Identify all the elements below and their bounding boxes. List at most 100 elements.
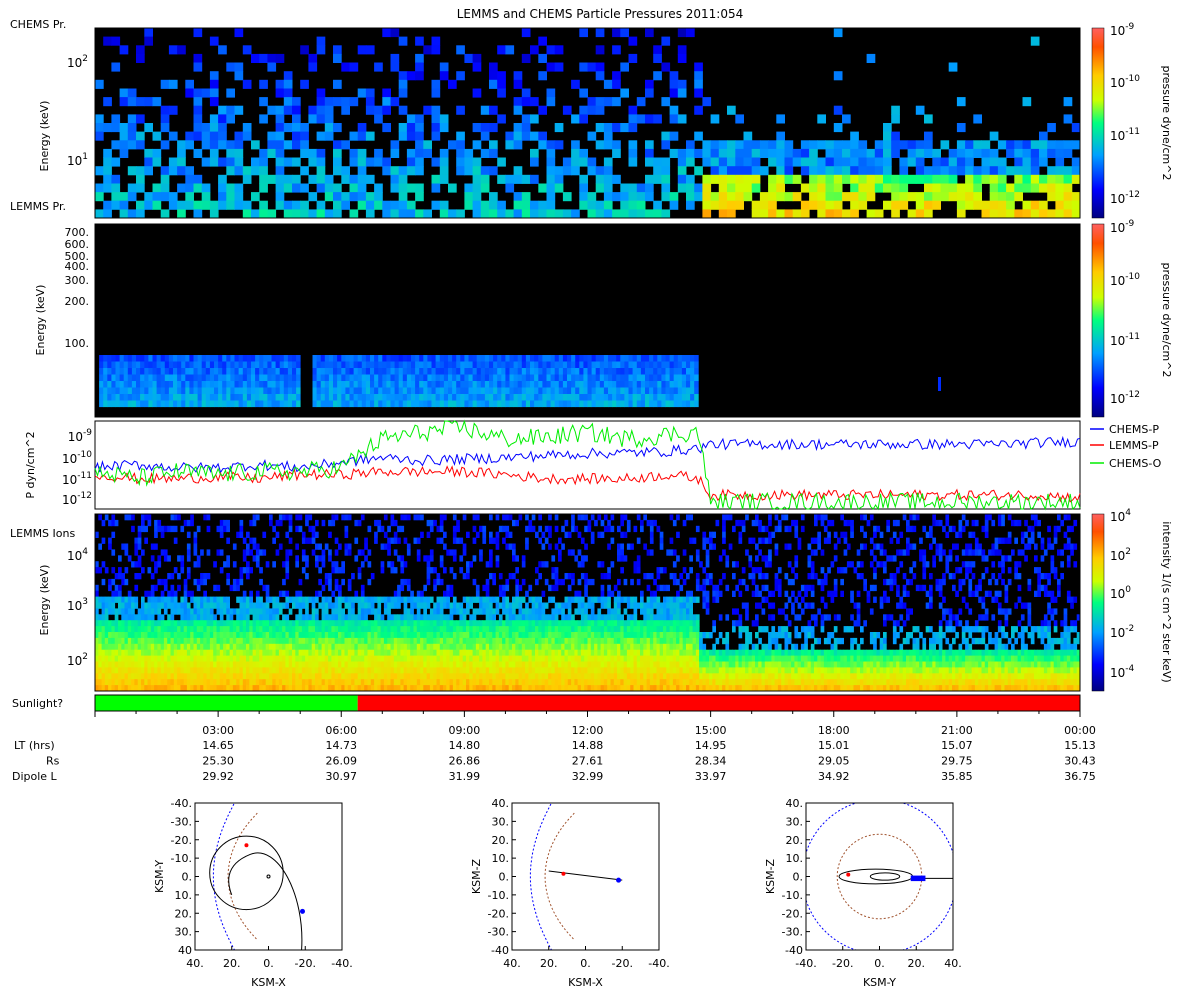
chems-pr-cell — [398, 36, 408, 46]
lemms-ions-cell — [341, 608, 345, 615]
chems-pr-cell — [349, 174, 359, 184]
chems-pr-cell — [415, 71, 424, 81]
lemms-ions-cell — [200, 643, 204, 651]
lemms-ions-cell — [439, 649, 444, 656]
lemms-pr-cell — [439, 381, 445, 388]
lemms-ions-cell — [485, 590, 490, 597]
lemms-ions-cell — [505, 632, 510, 639]
lemms-ions-cell — [262, 614, 267, 621]
lemms-ions-cell — [311, 632, 316, 639]
chems-pr-cell — [554, 183, 564, 193]
chems-pr-cell — [981, 174, 991, 184]
lemms-pr-cell — [349, 394, 354, 401]
lemms-pr-cell — [587, 361, 592, 369]
lemms-ions-cell — [482, 685, 487, 692]
lemms-ions-cell — [177, 608, 181, 615]
chems-pr-cell — [677, 79, 687, 89]
lemms-ions-cell — [535, 637, 539, 645]
chems-pr-cell — [989, 200, 999, 210]
lemms-ions-cell — [141, 626, 145, 633]
lemms-pr-cell — [382, 381, 387, 388]
lemms-pr-cell — [632, 400, 638, 408]
lemms-pr-cell — [435, 381, 441, 388]
lemms-ions-cell — [232, 561, 237, 568]
lemms-ions-cell — [275, 661, 280, 668]
lemms-pr-cell — [579, 381, 584, 388]
lemms-ions-cell — [101, 655, 106, 662]
lemms-pr-cell — [353, 387, 359, 395]
chems-pr-cell — [1022, 97, 1032, 107]
lemms-ions-cell — [538, 596, 542, 603]
lemms-ions-cell — [301, 685, 306, 692]
lemms-pr-cell — [661, 361, 666, 369]
lemms-pr-cell — [694, 381, 699, 388]
lemms-ions-cell — [134, 643, 139, 651]
lemms-pr-cell — [673, 394, 679, 401]
lemms-ions-cell — [397, 649, 401, 656]
chems-pr-cell — [431, 157, 441, 167]
lemms-ions-cell — [374, 667, 378, 674]
lemms-ions-cell — [400, 525, 405, 533]
lemms-pr-cell — [681, 355, 687, 362]
lemms-ions-cell — [219, 620, 224, 627]
chems-pr-cell — [1022, 166, 1032, 176]
lemms-ions-cell — [393, 661, 398, 668]
lemms-ions-cell — [548, 514, 552, 521]
series-line-lemms-p — [94, 465, 1081, 503]
lemms-ions-cell — [344, 596, 349, 603]
lemms-ions-cell — [518, 584, 523, 592]
chems-pr-cell — [218, 192, 227, 202]
chems-pr-cell — [628, 105, 638, 115]
chems-pr-cell — [661, 166, 671, 176]
lemms-ions-cell — [492, 685, 496, 692]
lemms-ions-cell — [269, 632, 273, 639]
chems-pr-cell — [406, 200, 416, 210]
chems-pr-cell — [480, 105, 490, 115]
chems-pr-cell — [316, 148, 326, 158]
lemms-ions-cell — [223, 673, 227, 680]
lemms-ions-cell — [538, 637, 542, 645]
chems-pr-cell — [160, 105, 170, 115]
chems-pr-cell — [480, 131, 490, 141]
lemms-pr-cell — [349, 355, 354, 362]
lemms-ions-cell — [239, 626, 244, 633]
lemms-ions-cell — [301, 620, 306, 627]
lemms-ions-cell — [521, 679, 526, 686]
lemms-ions-cell — [512, 632, 516, 639]
chems-pr-cell — [251, 192, 260, 202]
lemms-ions-cell — [410, 596, 414, 603]
lemms-ions-cell — [485, 667, 490, 674]
lemms-ions-cell — [489, 549, 493, 556]
chems-pr-cell — [1022, 148, 1032, 158]
lemms-ions-cell — [154, 661, 158, 668]
lemms-ions-cell — [397, 679, 401, 686]
lemms-pr-cell — [657, 368, 662, 375]
chems-pr-cell — [398, 123, 408, 133]
lemms-ions-cell — [308, 632, 313, 639]
chems-pr-cell — [341, 62, 350, 72]
lemms-pr-cell — [152, 394, 157, 401]
chems-pr-cell — [907, 209, 917, 219]
lemms-ions-cell — [160, 620, 165, 627]
chems-pr-cell — [177, 157, 186, 167]
chems-pr-cell — [686, 192, 695, 202]
lemms-pr-cell — [673, 368, 679, 375]
lemms-pr-cell — [415, 374, 420, 382]
lemms-ions-cell — [502, 637, 506, 645]
lemms-ions-cell — [200, 608, 204, 615]
lemms-ions-cell — [255, 608, 260, 615]
lemms-pr-cell — [333, 400, 338, 408]
chems-pr-cell — [201, 200, 211, 210]
lemms-ions-cell — [318, 685, 322, 692]
lemms-ions-cell — [403, 685, 408, 692]
chems-pr-cell — [439, 166, 449, 176]
lemms-ions-cell — [479, 685, 483, 692]
lemms-ions-cell — [485, 643, 490, 651]
lemms-ions-cell — [190, 608, 194, 615]
chems-pr-cell — [718, 192, 728, 202]
chems-pr-cell — [825, 192, 835, 202]
lemms-pr-cell — [579, 374, 584, 382]
chems-pr-cell — [809, 140, 818, 150]
lemms-ions-cell — [406, 596, 411, 603]
lemms-pr-cell — [558, 394, 564, 401]
